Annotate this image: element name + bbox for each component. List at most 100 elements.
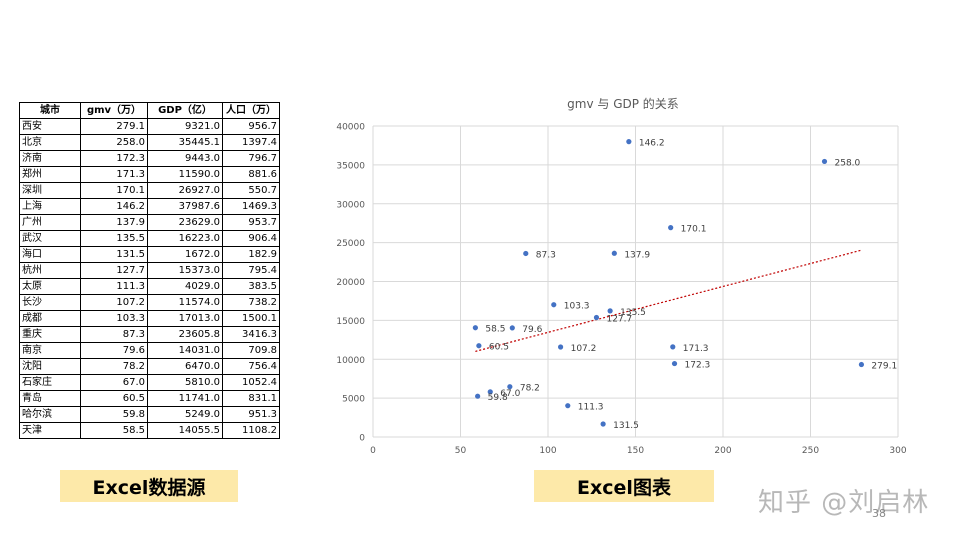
value-cell: 58.5	[80, 422, 148, 439]
table-row: 天津 58.5 14055.5 1108.2	[19, 422, 280, 439]
data-point	[600, 421, 606, 427]
x-tick-label: 0	[370, 446, 376, 456]
value-cell: 127.7	[80, 262, 148, 279]
chart-points: 279.1 258.0 172.3 171.3 170.1 146.2 137.9 135.5…	[472, 139, 897, 431]
data-label: 60.5	[489, 343, 509, 353]
value-cell: 17013.0	[147, 310, 223, 327]
table-body: 西安 279.1 9321.0 956.7 北京 258.0 35445.1 1397.4 济南…	[19, 118, 280, 439]
data-label: 67.0	[500, 389, 520, 399]
city-cell: 天津	[19, 422, 81, 439]
chart-title: gmv 与 GDP 的关系	[567, 96, 679, 111]
data-label: 137.9	[624, 250, 650, 260]
value-cell: 1500.1	[222, 310, 280, 327]
table-row: 深圳 170.1 26927.0 550.7	[19, 182, 280, 199]
value-cell: 4029.0	[147, 278, 223, 295]
table-row: 长沙 107.2 11574.0 738.2	[19, 294, 280, 311]
city-cell: 石家庄	[19, 374, 81, 391]
data-label: 171.3	[683, 344, 709, 354]
value-cell: 383.5	[222, 278, 280, 295]
city-cell: 重庆	[19, 326, 81, 343]
table-row: 郑州 171.3 11590.0 881.6	[19, 166, 280, 183]
value-cell: 9443.0	[147, 150, 223, 167]
data-label: 135.5	[620, 308, 646, 318]
x-tick-label: 100	[539, 446, 556, 456]
value-cell: 5249.0	[147, 406, 223, 423]
table-header-cell: GDP（亿）	[147, 102, 223, 119]
table-row: 重庆 87.3 23605.8 3416.3	[19, 326, 280, 343]
data-label: 170.1	[681, 225, 707, 235]
data-point	[487, 389, 493, 395]
value-cell: 67.0	[80, 374, 148, 391]
value-cell: 35445.1	[147, 134, 223, 151]
data-label: 107.2	[571, 344, 597, 354]
x-tick-label: 300	[889, 446, 906, 456]
city-cell: 武汉	[19, 230, 81, 247]
y-tick-label: 10000	[336, 356, 365, 366]
value-cell: 11574.0	[147, 294, 223, 311]
value-cell: 23629.0	[147, 214, 223, 231]
value-cell: 11590.0	[147, 166, 223, 183]
table-header-cell: 城市	[19, 102, 81, 119]
data-label: 279.1	[871, 362, 897, 372]
excel-chart-label: Excel图表	[534, 470, 714, 502]
chart-axes: 0 5000 10000 15000 20000 25000 30000 35000 40000…	[336, 123, 906, 457]
excel-data-source-label: Excel数据源	[60, 470, 238, 502]
table-row: 北京 258.0 35445.1 1397.4	[19, 134, 280, 151]
data-table-container: 城市 gmv（万） GDP（亿） 人口（万） 西安 279.1 9321.0 956.…	[19, 102, 280, 439]
data-table: 城市 gmv（万） GDP（亿） 人口（万） 西安 279.1 9321.0 956.…	[19, 102, 280, 439]
data-point	[670, 344, 676, 350]
y-tick-label: 5000	[342, 395, 365, 405]
data-label: 87.3	[536, 250, 556, 260]
table-row: 济南 172.3 9443.0 796.7	[19, 150, 280, 167]
data-point	[472, 325, 478, 331]
value-cell: 87.3	[80, 326, 148, 343]
value-cell: 956.7	[222, 118, 280, 135]
table-header-cell: gmv（万）	[80, 102, 148, 119]
value-cell: 1397.4	[222, 134, 280, 151]
data-label: 131.5	[613, 421, 639, 431]
city-cell: 西安	[19, 118, 81, 135]
value-cell: 78.2	[80, 358, 148, 375]
city-cell: 沈阳	[19, 358, 81, 375]
city-cell: 北京	[19, 134, 81, 151]
value-cell: 3416.3	[222, 326, 280, 343]
data-label: 58.5	[485, 325, 505, 335]
city-cell: 成都	[19, 310, 81, 327]
value-cell: 5810.0	[147, 374, 223, 391]
x-tick-label: 250	[802, 446, 819, 456]
value-cell: 6470.0	[147, 358, 223, 375]
value-cell: 135.5	[80, 230, 148, 247]
x-tick-label: 50	[455, 446, 467, 456]
data-point	[475, 393, 481, 399]
value-cell: 1108.2	[222, 422, 280, 439]
data-label: 111.3	[578, 403, 604, 413]
city-cell: 广州	[19, 214, 81, 231]
data-point	[558, 344, 564, 350]
table-header-row: 城市 gmv（万） GDP（亿） 人口（万）	[19, 102, 280, 119]
value-cell: 796.7	[222, 150, 280, 167]
city-cell: 哈尔滨	[19, 406, 81, 423]
value-cell: 906.4	[222, 230, 280, 247]
data-point	[821, 158, 828, 165]
data-point	[551, 302, 557, 308]
data-label: 258.0	[835, 158, 861, 168]
value-cell: 60.5	[80, 390, 148, 407]
value-cell: 171.3	[80, 166, 148, 183]
value-cell: 881.6	[222, 166, 280, 183]
table-row: 石家庄 67.0 5810.0 1052.4	[19, 374, 280, 391]
value-cell: 182.9	[222, 246, 280, 263]
table-header-cell: 人口（万）	[222, 102, 280, 119]
y-tick-label: 25000	[336, 239, 365, 249]
table-row: 哈尔滨 59.8 5249.0 951.3	[19, 406, 280, 423]
data-point	[509, 325, 515, 331]
value-cell: 738.2	[222, 294, 280, 311]
data-label: 59.8	[488, 393, 508, 403]
value-cell: 9321.0	[147, 118, 223, 135]
data-label: 146.2	[639, 139, 665, 149]
city-cell: 南京	[19, 342, 81, 359]
data-point	[668, 225, 674, 231]
chart-trendline-group	[475, 249, 862, 352]
zhihu-watermark: 知乎 @刘启林	[758, 488, 930, 518]
data-label: 79.6	[522, 325, 542, 335]
value-cell: 146.2	[80, 198, 148, 215]
